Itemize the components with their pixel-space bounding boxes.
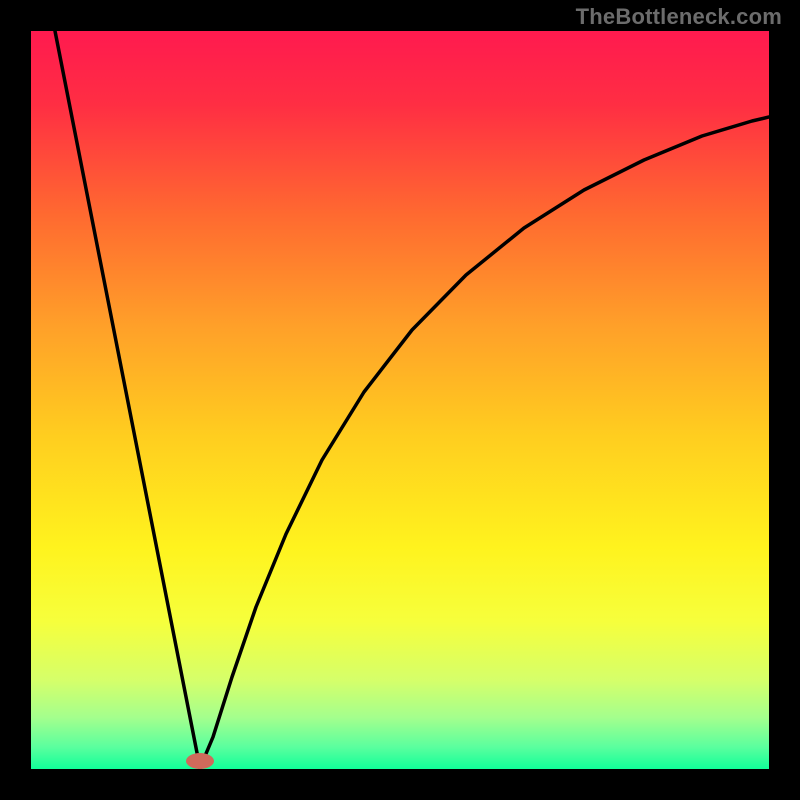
chart-container: TheBottleneck.com bbox=[0, 0, 800, 800]
optimum-marker bbox=[186, 753, 214, 769]
plot-background bbox=[31, 31, 769, 769]
chart-svg bbox=[0, 0, 800, 800]
watermark-text: TheBottleneck.com bbox=[576, 4, 782, 30]
